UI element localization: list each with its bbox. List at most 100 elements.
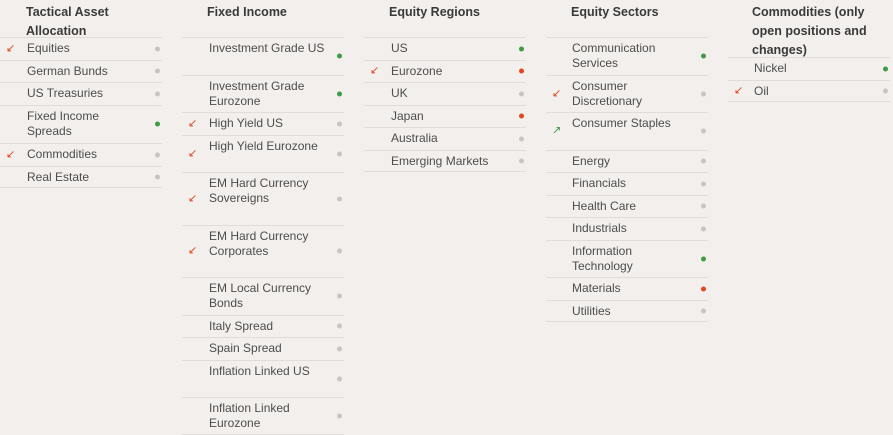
status-dot-icon bbox=[337, 53, 342, 59]
item-label: Communication Services bbox=[572, 41, 656, 70]
list-item[interactable]: ↙ EM Hard Currency Corporates bbox=[182, 224, 344, 278]
arrow-up-right-icon: ↗ bbox=[552, 124, 562, 137]
list-item[interactable]: Emerging Markets bbox=[364, 149, 526, 172]
status-dot-icon bbox=[337, 196, 342, 202]
arrow-down-left-icon: ↙ bbox=[188, 244, 198, 257]
arrow-down-left-icon: ↙ bbox=[552, 87, 562, 100]
arrow-down-left-icon: ↙ bbox=[734, 84, 744, 97]
item-label: Italy Spread bbox=[209, 318, 274, 333]
status-dot-icon bbox=[701, 226, 706, 232]
list-item[interactable]: ↙ Eurozone bbox=[364, 59, 526, 83]
item-label: Health Care bbox=[572, 198, 637, 213]
status-dot-icon bbox=[883, 88, 888, 94]
list-item[interactable]: Health Care bbox=[546, 194, 708, 218]
item-label: Inflation Linked US bbox=[209, 363, 310, 378]
list-item[interactable]: Investment Grade US bbox=[182, 37, 344, 75]
status-dot-icon bbox=[155, 152, 160, 158]
column-fixed-income: Fixed Income Investment Grade US Investmen… bbox=[182, 0, 344, 435]
column-title: Equity Sectors bbox=[571, 5, 659, 19]
list-item[interactable]: Inflation Linked Eurozone bbox=[182, 397, 344, 435]
status-dot-icon bbox=[701, 128, 706, 134]
list-item[interactable]: Inflation Linked US bbox=[182, 359, 344, 398]
list-item[interactable]: Nickel bbox=[728, 57, 890, 80]
list-item[interactable]: EM Local Currency Bonds bbox=[182, 277, 344, 315]
status-dot-icon bbox=[337, 91, 342, 97]
item-label: EM Hard Currency Corporates bbox=[209, 228, 309, 258]
list-item[interactable]: Fixed Income Spreads bbox=[0, 104, 162, 144]
status-dot-icon bbox=[701, 286, 706, 292]
status-dot-icon bbox=[519, 68, 524, 74]
list-item[interactable]: German Bunds bbox=[0, 59, 162, 83]
list-item[interactable]: ↗ Consumer Staples bbox=[546, 112, 708, 150]
status-dot-icon bbox=[701, 181, 706, 187]
status-dot-icon bbox=[155, 68, 160, 74]
list-item[interactable]: Information Technology bbox=[546, 239, 708, 278]
item-label: Investment Grade US bbox=[209, 41, 325, 55]
arrow-down-left-icon: ↙ bbox=[370, 64, 380, 77]
list-item[interactable]: Materials bbox=[546, 277, 708, 300]
status-dot-icon bbox=[337, 121, 342, 127]
list-item[interactable]: Italy Spread bbox=[182, 314, 344, 338]
item-label: High Yield Eurozone bbox=[209, 138, 318, 153]
column-taa: Tactical Asset Allocation ↙ Equities German… bbox=[0, 0, 162, 188]
column-title: Equity Regions bbox=[389, 5, 480, 19]
item-label: Equities bbox=[27, 41, 70, 55]
item-label: Eurozone bbox=[391, 63, 443, 78]
item-label: Information Technology bbox=[572, 243, 633, 273]
item-label: UK bbox=[391, 86, 408, 100]
list-item[interactable]: ↙ Equities bbox=[0, 37, 162, 60]
list-item[interactable]: ↙ Oil bbox=[728, 79, 890, 102]
list-item[interactable]: Industrials bbox=[546, 217, 708, 240]
list-item[interactable]: Spain Spread bbox=[182, 337, 344, 360]
status-dot-icon bbox=[155, 121, 160, 127]
item-label: Financials bbox=[572, 176, 627, 190]
item-label: Utilities bbox=[572, 303, 611, 318]
status-dot-icon bbox=[337, 151, 342, 157]
item-label: Commodities bbox=[27, 147, 98, 161]
item-label: Fixed Income Spreads bbox=[27, 108, 100, 138]
item-label: Real Estate bbox=[27, 169, 90, 184]
column-equity-sectors: Equity Sectors Communication Services ↙ Con… bbox=[546, 0, 708, 322]
list-item[interactable]: Financials bbox=[546, 172, 708, 195]
arrow-down-left-icon: ↙ bbox=[6, 42, 16, 55]
list-item[interactable]: ↙ EM Hard Currency Sovereigns bbox=[182, 172, 344, 225]
column-commodities: Commodities (only open positions and cha… bbox=[728, 0, 890, 102]
list-item[interactable]: ↙ High Yield US bbox=[182, 112, 344, 135]
column-title: Fixed Income bbox=[207, 5, 287, 19]
list-item[interactable]: Japan bbox=[364, 104, 526, 128]
item-label: Oil bbox=[754, 83, 769, 98]
status-dot-icon bbox=[337, 293, 342, 299]
list-item[interactable]: Investment Grade Eurozone bbox=[182, 74, 344, 113]
item-label: US Treasuries bbox=[27, 86, 104, 100]
status-dot-icon bbox=[701, 203, 706, 209]
column-title: Tactical Asset Allocation bbox=[26, 5, 109, 38]
list-item[interactable]: Utilities bbox=[546, 299, 708, 322]
list-item[interactable]: UK bbox=[364, 82, 526, 105]
item-label: Australia bbox=[391, 131, 438, 145]
status-dot-icon bbox=[883, 66, 888, 72]
column-equity-regions: Equity Regions US ↙ Eurozone UK Japan Australi… bbox=[364, 0, 526, 172]
list-item[interactable]: Communication Services bbox=[546, 37, 708, 75]
status-dot-icon bbox=[701, 91, 706, 97]
item-label: High Yield US bbox=[209, 116, 284, 130]
item-label: US bbox=[391, 41, 408, 55]
item-label: Nickel bbox=[754, 61, 787, 75]
list-item[interactable]: Real Estate bbox=[0, 165, 162, 188]
arrow-down-left-icon: ↙ bbox=[188, 147, 198, 160]
item-label: EM Hard Currency Sovereigns bbox=[209, 176, 309, 205]
list-item[interactable]: ↙ Consumer Discretionary bbox=[546, 74, 708, 113]
status-dot-icon bbox=[155, 46, 160, 52]
column-title: Commodities (only open positions and cha… bbox=[752, 5, 867, 57]
list-item[interactable]: ↙ Commodities bbox=[0, 143, 162, 166]
list-item[interactable]: US Treasuries bbox=[0, 82, 162, 105]
status-dot-icon bbox=[519, 113, 524, 119]
status-dot-icon bbox=[337, 248, 342, 254]
arrow-down-left-icon: ↙ bbox=[188, 192, 198, 205]
item-label: Japan bbox=[391, 108, 424, 123]
list-item[interactable]: Australia bbox=[364, 127, 526, 150]
list-item[interactable]: US bbox=[364, 37, 526, 60]
list-item[interactable]: ↙ High Yield Eurozone bbox=[182, 134, 344, 173]
item-label: EM Local Currency Bonds bbox=[209, 281, 312, 310]
list-item[interactable]: Energy bbox=[546, 149, 708, 173]
status-dot-icon bbox=[337, 346, 342, 352]
